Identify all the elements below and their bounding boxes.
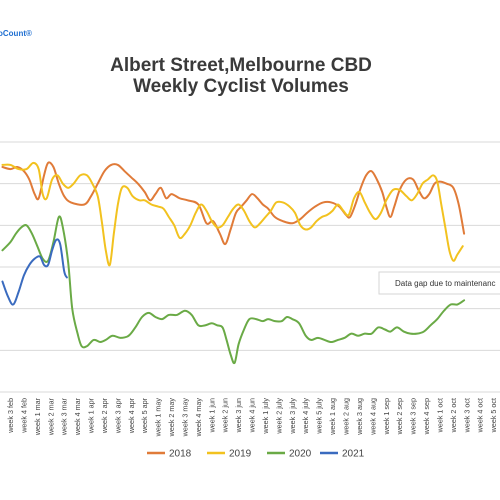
series-line-2020 — [1, 215, 466, 365]
chart-title-line-1: Albert Street,Melbourne CBD — [110, 55, 372, 76]
series-line-2021 — [1, 238, 68, 306]
x-tick-label: week 2 july — [274, 398, 283, 435]
x-tick-label: week 1 aug — [328, 398, 337, 436]
x-tick-label: week 1 apr — [87, 397, 96, 434]
x-tick-label: week 1 oct — [435, 398, 444, 433]
x-axis-tick-labels: week 3 feb week 4 feb week 1 mar week 2 mar… — [6, 397, 498, 438]
x-tick-label: week 3 sep — [409, 398, 418, 435]
x-tick-label: week 2 sep — [395, 398, 404, 435]
x-tick-label: week 3 feb — [6, 398, 15, 434]
series-line-2019 — [1, 161, 464, 267]
grid-lines — [0, 141, 500, 393]
series-line-2018 — [1, 161, 466, 246]
chart-title-line-2: Weekly Cyclist Volumes — [133, 76, 349, 97]
x-tick-label: week 2 jun — [221, 398, 230, 433]
x-tick-label: week 4 aug — [368, 398, 377, 436]
x-tick-label: week 1 mar — [33, 397, 42, 436]
x-tick-label: week 4 apr — [127, 397, 136, 434]
x-tick-label: week 3 aug — [355, 398, 364, 436]
x-tick-label: week 4 july — [301, 398, 310, 435]
x-tick-label: week 1 sep — [382, 398, 391, 435]
x-tick-label: week 4 jun — [248, 398, 257, 433]
x-tick-label: week 4 sep — [422, 398, 431, 435]
x-tick-label: week 2 apr — [100, 397, 109, 434]
x-tick-label: week 3 oct — [462, 398, 471, 433]
x-tick-label: week 5 july — [315, 398, 324, 435]
x-tick-label: week 4 feb — [19, 398, 28, 434]
annotation-box: Data gap due to maintenanc — [378, 271, 500, 295]
x-tick-label: week 2 oct — [449, 398, 458, 433]
x-tick-label: week 4 may — [194, 398, 203, 438]
legend-label-2021: 2021 — [342, 449, 365, 460]
x-tick-label: week 1 may — [154, 398, 163, 438]
x-tick-label: week 3 apr — [113, 397, 122, 434]
legend-label-2019: 2019 — [229, 449, 252, 460]
x-tick-label: week 1 jun — [207, 398, 216, 433]
legend: 2018 2019 2020 2021 — [147, 449, 365, 460]
legend-label-2020: 2020 — [289, 449, 312, 460]
legend-label-2018: 2018 — [169, 449, 192, 460]
x-tick-label: week 5 oct — [489, 398, 498, 433]
x-tick-label: week 2 aug — [342, 398, 351, 436]
x-tick-label: week 5 apr — [140, 397, 149, 434]
series-lines — [1, 161, 466, 365]
x-tick-label: week 3 mar — [60, 397, 69, 436]
annotation-text: Data gap due to maintenanc — [395, 279, 496, 288]
x-tick-label: week 3 jun — [234, 398, 243, 433]
x-tick-label: week 2 may — [167, 398, 176, 438]
x-tick-label: week 3 july — [288, 398, 297, 435]
brand-logo-text: oCount® — [0, 29, 32, 38]
x-tick-label: week 2 mar — [46, 397, 55, 436]
x-tick-label: week 4 mar — [73, 397, 82, 436]
x-tick-label: week 4 oct — [476, 398, 485, 433]
x-tick-label: week 3 may — [180, 398, 189, 438]
x-tick-label: week 1 july — [261, 398, 270, 435]
